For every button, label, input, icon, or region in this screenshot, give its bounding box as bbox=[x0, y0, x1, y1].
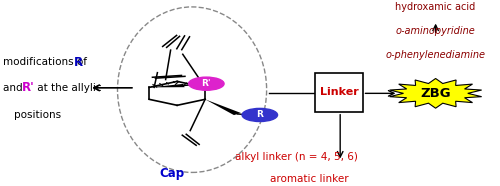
Text: ZBG: ZBG bbox=[420, 87, 451, 100]
Text: at the allylic: at the allylic bbox=[34, 83, 102, 93]
Text: o-phenylenediamine: o-phenylenediamine bbox=[386, 50, 486, 60]
Text: R: R bbox=[256, 110, 263, 119]
Text: hydroxamic acid: hydroxamic acid bbox=[396, 2, 475, 12]
Text: alkyl linker (n = 4, 5, 6): alkyl linker (n = 4, 5, 6) bbox=[235, 152, 358, 162]
Text: R: R bbox=[74, 56, 84, 69]
Text: o-aminopyridine: o-aminopyridine bbox=[396, 26, 475, 36]
Text: R': R' bbox=[202, 79, 211, 88]
Text: and: and bbox=[3, 83, 26, 93]
Polygon shape bbox=[390, 78, 482, 108]
Text: R': R' bbox=[22, 81, 35, 94]
Circle shape bbox=[242, 108, 278, 121]
Polygon shape bbox=[205, 99, 241, 115]
Polygon shape bbox=[149, 84, 184, 87]
Bar bbox=[316, 73, 362, 112]
Circle shape bbox=[188, 77, 224, 90]
Text: Linker: Linker bbox=[320, 87, 358, 97]
Text: aromatic linker: aromatic linker bbox=[270, 174, 348, 184]
Text: positions: positions bbox=[14, 110, 62, 120]
Text: Cap: Cap bbox=[160, 167, 184, 180]
Text: modifications of: modifications of bbox=[3, 57, 90, 67]
